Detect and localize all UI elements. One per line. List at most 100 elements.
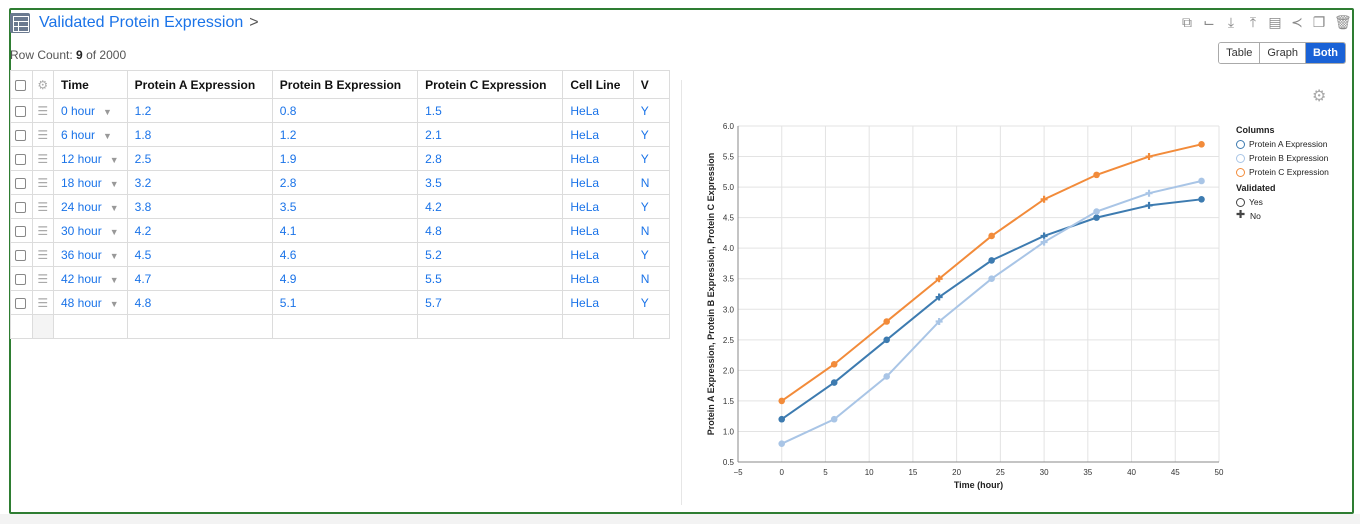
table-cell[interactable]: 5.1 bbox=[271, 290, 419, 315]
chart-icon[interactable]: ⌙ bbox=[1203, 14, 1215, 30]
table-cell[interactable]: 4.2 bbox=[126, 218, 273, 243]
table-row[interactable]: ☰ 48 hour ▼ 4.8 5.1 5.7 HeLa Y bbox=[10, 290, 670, 315]
drag-handle-icon[interactable]: ☰ bbox=[37, 199, 49, 214]
row-checkbox[interactable] bbox=[15, 153, 26, 165]
legend-item-b[interactable]: Protein B Expression bbox=[1236, 151, 1329, 165]
drag-handle-icon[interactable]: ☰ bbox=[37, 247, 49, 262]
drag-handle-icon[interactable]: ☰ bbox=[37, 223, 49, 238]
row-checkbox[interactable] bbox=[15, 177, 26, 189]
table-cell[interactable]: 4.8 bbox=[417, 218, 564, 243]
table-cell[interactable]: HeLa bbox=[562, 218, 634, 243]
col-header-cell-line[interactable]: Cell Line bbox=[562, 70, 634, 99]
empty-row[interactable] bbox=[10, 314, 670, 339]
settings-icon[interactable]: ⚙ bbox=[37, 77, 49, 92]
table-cell[interactable]: 5.5 bbox=[417, 266, 564, 291]
table-row[interactable]: ☰ 30 hour ▼ 4.2 4.1 4.8 HeLa N bbox=[10, 218, 670, 243]
table-cell[interactable]: N bbox=[632, 170, 670, 195]
table-cell[interactable]: 1.8 bbox=[126, 122, 273, 147]
table-cell[interactable]: HeLa bbox=[562, 98, 634, 123]
copy-icon[interactable]: ❐ bbox=[1312, 14, 1326, 30]
drag-handle-icon[interactable]: ☰ bbox=[37, 271, 49, 286]
legend-item-a[interactable]: Protein A Expression bbox=[1236, 137, 1329, 151]
table-cell[interactable]: 18 hour ▼ bbox=[53, 170, 128, 195]
chevron-down-icon[interactable]: ▼ bbox=[109, 274, 119, 285]
table-cell[interactable]: Y bbox=[632, 194, 670, 219]
external-link-icon[interactable]: ⧉ bbox=[1182, 14, 1192, 30]
table-cell[interactable]: 0.8 bbox=[271, 98, 419, 123]
table-cell[interactable]: Y bbox=[632, 242, 670, 267]
row-checkbox[interactable] bbox=[15, 273, 26, 285]
table-cell[interactable]: N bbox=[632, 266, 670, 291]
table-cell[interactable]: 2.8 bbox=[271, 170, 419, 195]
drag-handle-icon[interactable]: ☰ bbox=[37, 127, 49, 142]
table-cell[interactable]: 4.5 bbox=[126, 242, 273, 267]
table-cell[interactable]: HeLa bbox=[562, 146, 634, 171]
table-cell[interactable]: 5.2 bbox=[417, 242, 564, 267]
table-cell[interactable]: Y bbox=[632, 290, 670, 315]
chevron-down-icon[interactable]: ▼ bbox=[109, 154, 119, 165]
page-title[interactable]: Validated Protein Expression bbox=[39, 14, 244, 31]
chevron-down-icon[interactable]: ▼ bbox=[103, 106, 112, 117]
table-cell[interactable]: 24 hour ▼ bbox=[53, 194, 128, 219]
table-cell[interactable]: Y bbox=[632, 122, 670, 147]
legend-item-c[interactable]: Protein C Expression bbox=[1236, 165, 1329, 179]
table-cell[interactable]: HeLa bbox=[562, 266, 634, 291]
col-header-validated[interactable]: V bbox=[632, 70, 670, 99]
paste-icon[interactable]: ▤ bbox=[1268, 14, 1282, 30]
table-row[interactable]: ☰ 18 hour ▼ 3.2 2.8 3.5 HeLa N bbox=[10, 170, 670, 195]
upload-icon[interactable]: ⤒ bbox=[1249, 14, 1257, 30]
col-header-protein-b[interactable]: Protein B Expression bbox=[271, 70, 419, 99]
table-cell[interactable]: HeLa bbox=[562, 242, 634, 267]
chevron-down-icon[interactable]: ▼ bbox=[103, 130, 112, 141]
table-cell[interactable]: 2.1 bbox=[417, 122, 564, 147]
row-checkbox[interactable] bbox=[15, 225, 26, 237]
row-checkbox[interactable] bbox=[15, 201, 26, 213]
row-checkbox[interactable] bbox=[15, 105, 26, 117]
share-icon[interactable]: ≺ bbox=[1291, 14, 1303, 30]
view-both-button[interactable]: Both bbox=[1305, 43, 1345, 63]
col-header-time[interactable]: Time bbox=[53, 70, 128, 99]
table-cell[interactable]: Y bbox=[632, 98, 670, 123]
table-cell[interactable]: 1.2 bbox=[126, 98, 273, 123]
view-graph-button[interactable]: Graph bbox=[1260, 43, 1306, 63]
table-row[interactable]: ☰ 36 hour ▼ 4.5 4.6 5.2 HeLa Y bbox=[10, 242, 670, 267]
table-cell[interactable]: 0 hour ▼ bbox=[53, 98, 128, 123]
trash-icon[interactable]: 🗑 bbox=[1334, 14, 1352, 30]
col-header-protein-a[interactable]: Protein A Expression bbox=[126, 70, 273, 99]
table-cell[interactable]: 4.8 bbox=[126, 290, 273, 315]
legend-item-yes[interactable]: Yes bbox=[1236, 195, 1329, 209]
chevron-down-icon[interactable]: ▼ bbox=[109, 226, 119, 237]
table-row[interactable]: ☰ 0 hour ▼ 1.2 0.8 1.5 HeLa Y bbox=[10, 98, 670, 123]
select-all-checkbox[interactable] bbox=[15, 79, 26, 91]
download-icon[interactable]: ⤓ bbox=[1227, 14, 1235, 30]
table-cell[interactable]: Y bbox=[632, 146, 670, 171]
table-row[interactable]: ☰ 24 hour ▼ 3.8 3.5 4.2 HeLa Y bbox=[10, 194, 670, 219]
table-cell[interactable]: 4.1 bbox=[271, 218, 419, 243]
table-cell[interactable]: 4.2 bbox=[417, 194, 564, 219]
table-cell[interactable]: 3.5 bbox=[417, 170, 564, 195]
table-cell[interactable]: 4.9 bbox=[271, 266, 419, 291]
table-cell[interactable]: 1.2 bbox=[271, 122, 419, 147]
col-header-protein-c[interactable]: Protein C Expression bbox=[417, 70, 564, 99]
table-row[interactable]: ☰ 12 hour ▼ 2.5 1.9 2.8 HeLa Y bbox=[10, 146, 670, 171]
row-checkbox[interactable] bbox=[15, 297, 26, 309]
row-checkbox[interactable] bbox=[15, 249, 26, 261]
table-cell[interactable]: 2.5 bbox=[126, 146, 273, 171]
table-cell[interactable]: 42 hour ▼ bbox=[53, 266, 128, 291]
table-cell[interactable]: HeLa bbox=[562, 122, 634, 147]
table-cell[interactable]: 4.7 bbox=[126, 266, 273, 291]
drag-handle-icon[interactable]: ☰ bbox=[37, 103, 49, 118]
table-cell[interactable]: 12 hour ▼ bbox=[53, 146, 128, 171]
table-cell[interactable]: N bbox=[632, 218, 670, 243]
table-cell[interactable]: 1.5 bbox=[417, 98, 564, 123]
table-cell[interactable]: 3.8 bbox=[126, 194, 273, 219]
table-row[interactable]: ☰ 42 hour ▼ 4.7 4.9 5.5 HeLa N bbox=[10, 266, 670, 291]
table-cell[interactable]: 48 hour ▼ bbox=[53, 290, 128, 315]
table-cell[interactable]: 4.6 bbox=[271, 242, 419, 267]
legend-item-no[interactable]: ✚ No bbox=[1236, 209, 1329, 223]
view-table-button[interactable]: Table bbox=[1219, 43, 1261, 63]
table-row[interactable]: ☰ 6 hour ▼ 1.8 1.2 2.1 HeLa Y bbox=[10, 122, 670, 147]
table-cell[interactable]: 2.8 bbox=[417, 146, 564, 171]
gear-icon[interactable]: ⚙ bbox=[1312, 88, 1327, 105]
table-cell[interactable]: 5.7 bbox=[417, 290, 564, 315]
